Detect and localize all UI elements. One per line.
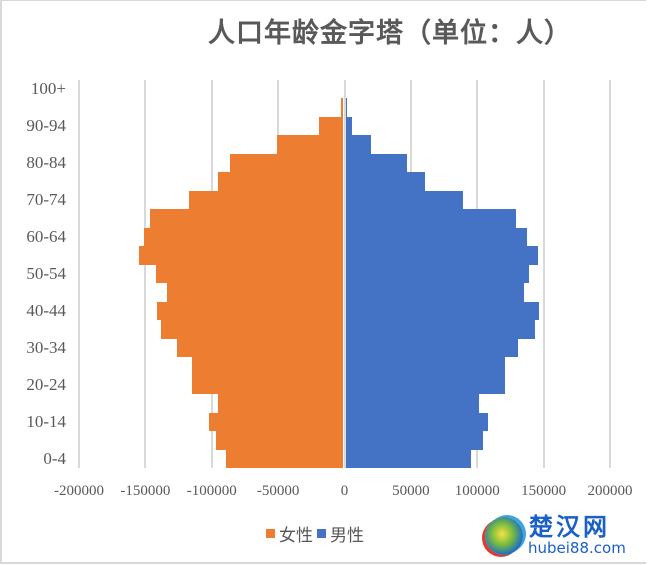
y-tick-label: 40-44 <box>26 300 66 320</box>
bar <box>345 320 535 339</box>
gridline <box>609 80 611 468</box>
legend: 女性 男性 <box>266 521 368 546</box>
bar <box>218 172 344 191</box>
bar <box>345 172 426 191</box>
bar <box>157 301 344 321</box>
globe-icon <box>485 517 523 555</box>
bar <box>191 375 344 395</box>
bar <box>345 375 506 395</box>
y-tick-label: 50-54 <box>26 264 66 283</box>
x-tick-label: 100000 <box>454 483 500 499</box>
watermark-name: 楚汉网 <box>529 513 610 541</box>
legend-swatch-female <box>266 529 275 538</box>
gridline <box>343 80 346 468</box>
bar <box>345 227 528 247</box>
y-tick-label: 30-34 <box>26 337 66 357</box>
legend-label-male: 男性 <box>330 526 364 546</box>
bar <box>144 227 344 247</box>
bar <box>226 449 344 468</box>
x-tick-label: 150000 <box>521 483 567 499</box>
gridline <box>542 80 545 468</box>
bar <box>191 357 344 376</box>
x-tick-label: 200000 <box>587 483 633 499</box>
bar <box>189 190 344 210</box>
bar <box>217 394 344 413</box>
chart-title: 人口年龄金字塔（单位：人） <box>208 18 572 49</box>
y-tick-label: 60-64 <box>26 227 66 247</box>
y-tick-label: 70-74 <box>26 190 66 210</box>
bar <box>345 357 506 376</box>
gridline <box>78 80 80 468</box>
legend-swatch-male <box>317 529 326 538</box>
x-tick-label: -200000 <box>54 483 104 499</box>
x-tick-label: 50000 <box>392 483 430 499</box>
bar <box>345 190 464 210</box>
bar <box>345 135 372 154</box>
plot-area <box>78 80 611 468</box>
bar <box>138 246 344 265</box>
gridline <box>144 80 147 468</box>
bar <box>345 246 539 265</box>
x-tick-label: 0 <box>340 483 349 499</box>
bar <box>345 431 484 450</box>
bar <box>166 283 344 302</box>
y-tick-label: 10-14 <box>26 411 66 431</box>
bar <box>340 98 344 117</box>
bar <box>276 135 344 154</box>
bar <box>150 209 344 228</box>
bar <box>319 116 344 136</box>
bar <box>345 209 516 228</box>
bar <box>345 338 519 358</box>
bar <box>215 431 344 450</box>
x-tick-label: -50000 <box>256 483 300 499</box>
bar <box>345 412 488 432</box>
x-tick-label: -100000 <box>186 483 237 499</box>
bar <box>230 153 344 173</box>
bar <box>177 338 344 358</box>
bar <box>209 412 344 432</box>
y-tick-label: 100+ <box>30 79 66 99</box>
bar <box>345 449 471 468</box>
y-tick-label: 0-4 <box>43 448 66 468</box>
bar <box>345 283 524 302</box>
watermark-url: hubei88.com <box>528 539 626 557</box>
bar <box>161 320 344 339</box>
bar <box>155 264 344 284</box>
y-tick-label: 20-24 <box>26 374 66 394</box>
y-tick-label: 90-94 <box>26 116 66 136</box>
watermark-logo: 楚汉网 hubei88.com <box>483 513 643 561</box>
bar <box>345 301 539 321</box>
x-tick-label: -150000 <box>120 483 171 499</box>
bar <box>345 98 348 117</box>
y-tick-label: 80-84 <box>26 153 66 173</box>
bar <box>345 116 353 136</box>
bar <box>345 264 530 284</box>
bar <box>345 153 407 173</box>
bar <box>345 394 480 413</box>
legend-label-female: 女性 <box>279 526 313 546</box>
